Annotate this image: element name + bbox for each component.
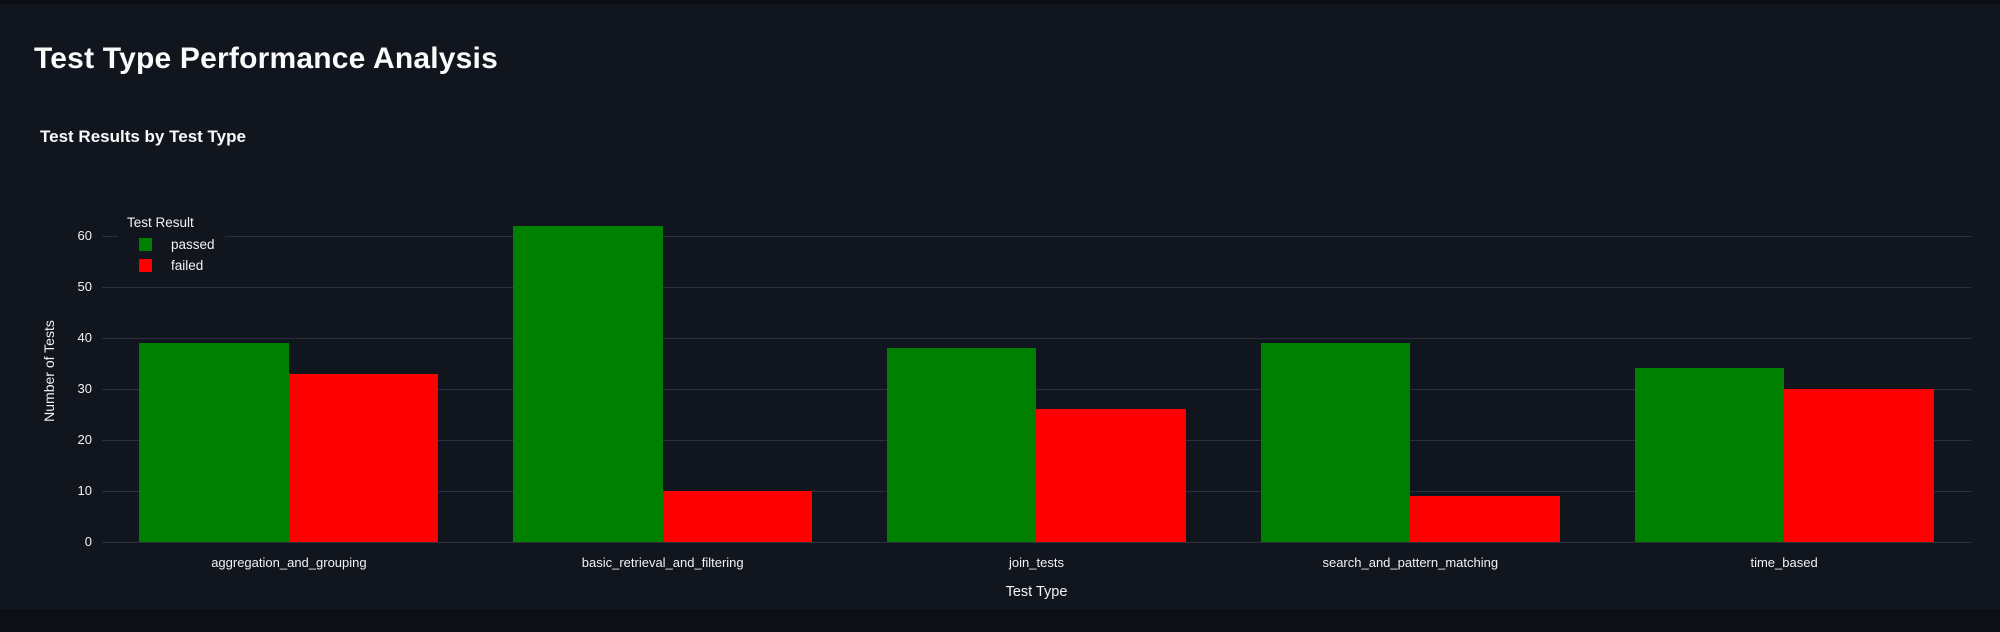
legend: Test Result passed failed xyxy=(118,210,225,281)
legend-item-passed: passed xyxy=(139,237,215,252)
bar-failed-aggregation_and_grouping xyxy=(288,373,439,542)
bar-passed-aggregation_and_grouping xyxy=(139,342,289,542)
y-tick-label-40: 40 xyxy=(77,329,92,345)
x-tick-label-join_tests: join_tests xyxy=(1009,555,1064,570)
plot-area xyxy=(102,200,1971,543)
gridline-y-30 xyxy=(102,388,1971,390)
gridline-y-40 xyxy=(102,337,1971,339)
y-tick-label-30: 30 xyxy=(77,380,92,396)
bar-failed-join_tests xyxy=(1036,409,1186,542)
window-top-edge xyxy=(0,0,2000,4)
legend-swatch-failed xyxy=(139,259,152,272)
page-title: Test Type Performance Analysis xyxy=(34,42,498,76)
x-tick-label-time_based: time_based xyxy=(1750,555,1818,570)
x-axis-tick-labels: aggregation_and_grouping basic_retrieval_… xyxy=(102,555,1971,573)
chart-title: Test Results by Test Type xyxy=(40,127,246,146)
bar-passed-time_based xyxy=(1634,368,1785,542)
y-tick-label-20: 20 xyxy=(77,431,92,447)
legend-rows: passed failed xyxy=(127,237,215,273)
legend-title: Test Result xyxy=(127,215,194,230)
gridline-y-60 xyxy=(102,235,1971,237)
bar-group-search_and_pattern_matching xyxy=(1223,200,1597,542)
bar-group-basic_retrieval_and_filtering xyxy=(476,200,850,542)
bar-group-aggregation_and_grouping xyxy=(102,200,476,542)
y-tick-label-50: 50 xyxy=(77,278,92,294)
bar-failed-basic_retrieval_and_filtering xyxy=(662,491,813,542)
bar-failed-time_based xyxy=(1784,388,1934,542)
y-tick-label-60: 60 xyxy=(77,227,92,243)
legend-label-failed: failed xyxy=(171,258,204,273)
y-axis-tick-labels: 0 10 20 30 40 50 60 xyxy=(40,200,92,548)
y-tick-label-10: 10 xyxy=(77,482,92,498)
legend-swatch-passed xyxy=(139,238,152,251)
bar-group-join_tests xyxy=(850,200,1224,542)
legend-item-failed: failed xyxy=(139,258,215,273)
bar-passed-basic_retrieval_and_filtering xyxy=(513,225,663,542)
window-bottom-edge xyxy=(0,609,2000,632)
x-axis-title: Test Type xyxy=(1005,584,1068,600)
bar-group-time_based xyxy=(1597,200,1971,542)
y-tick-label-0: 0 xyxy=(84,534,92,549)
bar-failed-search_and_pattern_matching xyxy=(1410,496,1560,542)
gridline-y-0 xyxy=(102,542,1971,543)
legend-label-passed: passed xyxy=(171,237,215,252)
x-tick-label-basic_retrieval_and_filtering: basic_retrieval_and_filtering xyxy=(581,555,744,570)
x-tick-label-aggregation_and_grouping: aggregation_and_grouping xyxy=(211,555,367,570)
x-tick-label-search_and_pattern_matching: search_and_pattern_matching xyxy=(1322,555,1499,570)
bar-passed-join_tests xyxy=(886,348,1037,542)
gridline-y-50 xyxy=(102,286,1971,288)
bar-passed-search_and_pattern_matching xyxy=(1260,342,1411,542)
